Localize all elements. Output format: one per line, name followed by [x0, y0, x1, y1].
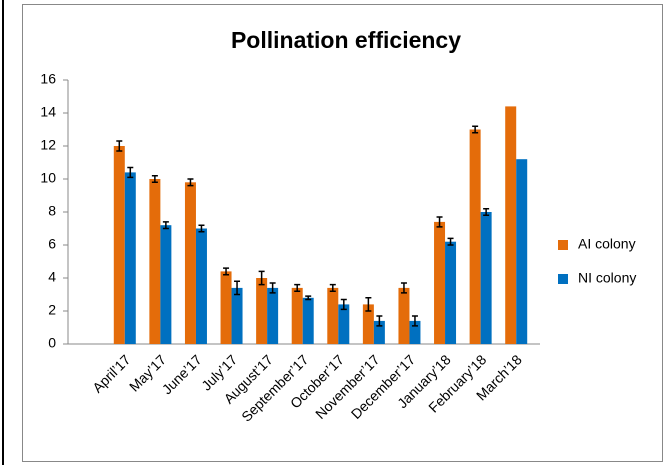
y-tick-label: 8 — [48, 203, 56, 219]
bar — [231, 287, 243, 344]
bar — [469, 129, 481, 344]
error-bar — [294, 283, 301, 292]
bar — [398, 287, 410, 344]
error-bar — [376, 315, 383, 327]
error-bar — [483, 207, 490, 217]
y-tick-label: 0 — [48, 335, 56, 351]
error-bar — [198, 224, 205, 233]
bar — [516, 159, 528, 344]
bar — [302, 297, 314, 344]
bar — [505, 106, 517, 345]
error-bar — [400, 282, 407, 294]
chart-title: Pollination efficiency — [231, 27, 461, 53]
error-bar — [116, 140, 123, 152]
y-tick-label: 4 — [48, 269, 56, 285]
bar — [327, 287, 339, 344]
y-tick-label: 14 — [40, 104, 56, 120]
error-bar — [305, 295, 312, 301]
error-bar — [187, 178, 194, 187]
bar — [113, 146, 125, 344]
error-bar — [436, 216, 443, 228]
bar — [445, 241, 457, 344]
error-bar — [340, 298, 347, 311]
bar — [291, 287, 303, 344]
bar — [184, 182, 196, 344]
bar — [195, 228, 207, 344]
error-bar — [447, 237, 454, 246]
bar — [124, 172, 136, 344]
error-bar — [234, 280, 241, 296]
legend-swatch — [558, 240, 568, 250]
bar — [480, 212, 492, 344]
bar — [373, 320, 385, 344]
error-bar — [151, 174, 158, 184]
bar — [409, 320, 421, 344]
y-tick-label: 16 — [40, 71, 56, 87]
legend-label: NI colony — [578, 270, 636, 286]
bar — [267, 287, 279, 344]
error-bar — [223, 267, 230, 276]
error-bar — [162, 221, 169, 230]
error-bar — [411, 315, 418, 327]
bar — [220, 271, 232, 344]
y-tick-label: 10 — [40, 170, 56, 186]
error-bar — [365, 297, 372, 312]
error-bar — [472, 125, 479, 134]
bar — [160, 225, 172, 344]
y-tick-label: 2 — [48, 302, 56, 318]
y-tick-label: 12 — [40, 137, 56, 153]
bar — [256, 278, 268, 344]
bar — [338, 304, 350, 344]
bar — [434, 221, 446, 344]
legend-swatch — [558, 274, 568, 284]
error-bar — [127, 166, 134, 179]
y-tick-label: 6 — [48, 236, 56, 252]
bar — [362, 304, 374, 344]
chart-frame — [22, 4, 663, 462]
error-bar — [258, 270, 265, 286]
error-bar — [269, 282, 276, 294]
bar — [149, 179, 161, 344]
error-bar — [329, 283, 336, 292]
legend-label: AI colony — [578, 236, 636, 252]
